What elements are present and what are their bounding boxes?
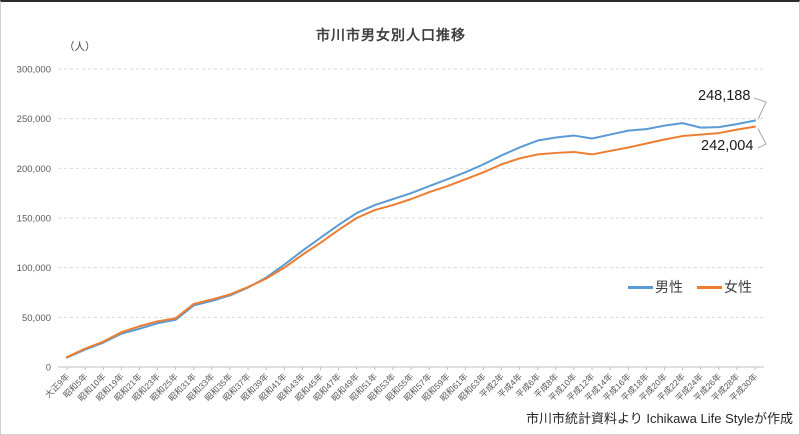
leader-line-male [753,97,767,120]
y-axis-label: 300,000 [17,65,51,76]
y-axis-label: 250,000 [17,114,51,125]
series-line-female [66,125,756,359]
leader-line-female [757,128,767,149]
series-line-male [66,119,756,359]
chart-legend: 男性 女性 [628,277,752,297]
y-axis-label: 0 [46,363,51,374]
female-end-value-label: 242,004 [701,138,754,154]
legend-label-male: 男性 [655,279,683,295]
legend-entry-male: 男性 [628,277,683,297]
y-axis-label: 100,000 [17,263,51,274]
y-axis-label: 50,000 [22,313,51,324]
source-credit: 市川市統計資料より Ichikawa Life Styleが作成 [525,411,793,426]
male-line-swatch [628,285,653,289]
y-axis-label: 200,000 [17,164,51,175]
legend-entry-female: 女性 [697,277,752,297]
male-end-value-label: 248,188 [698,88,751,104]
chart-title: 市川市男女別人口推移 [316,27,466,43]
y-axis-unit-label: （人） [64,41,96,53]
female-line-swatch [697,285,722,289]
y-axis-label: 150,000 [17,214,51,225]
legend-label-female: 女性 [724,279,752,295]
